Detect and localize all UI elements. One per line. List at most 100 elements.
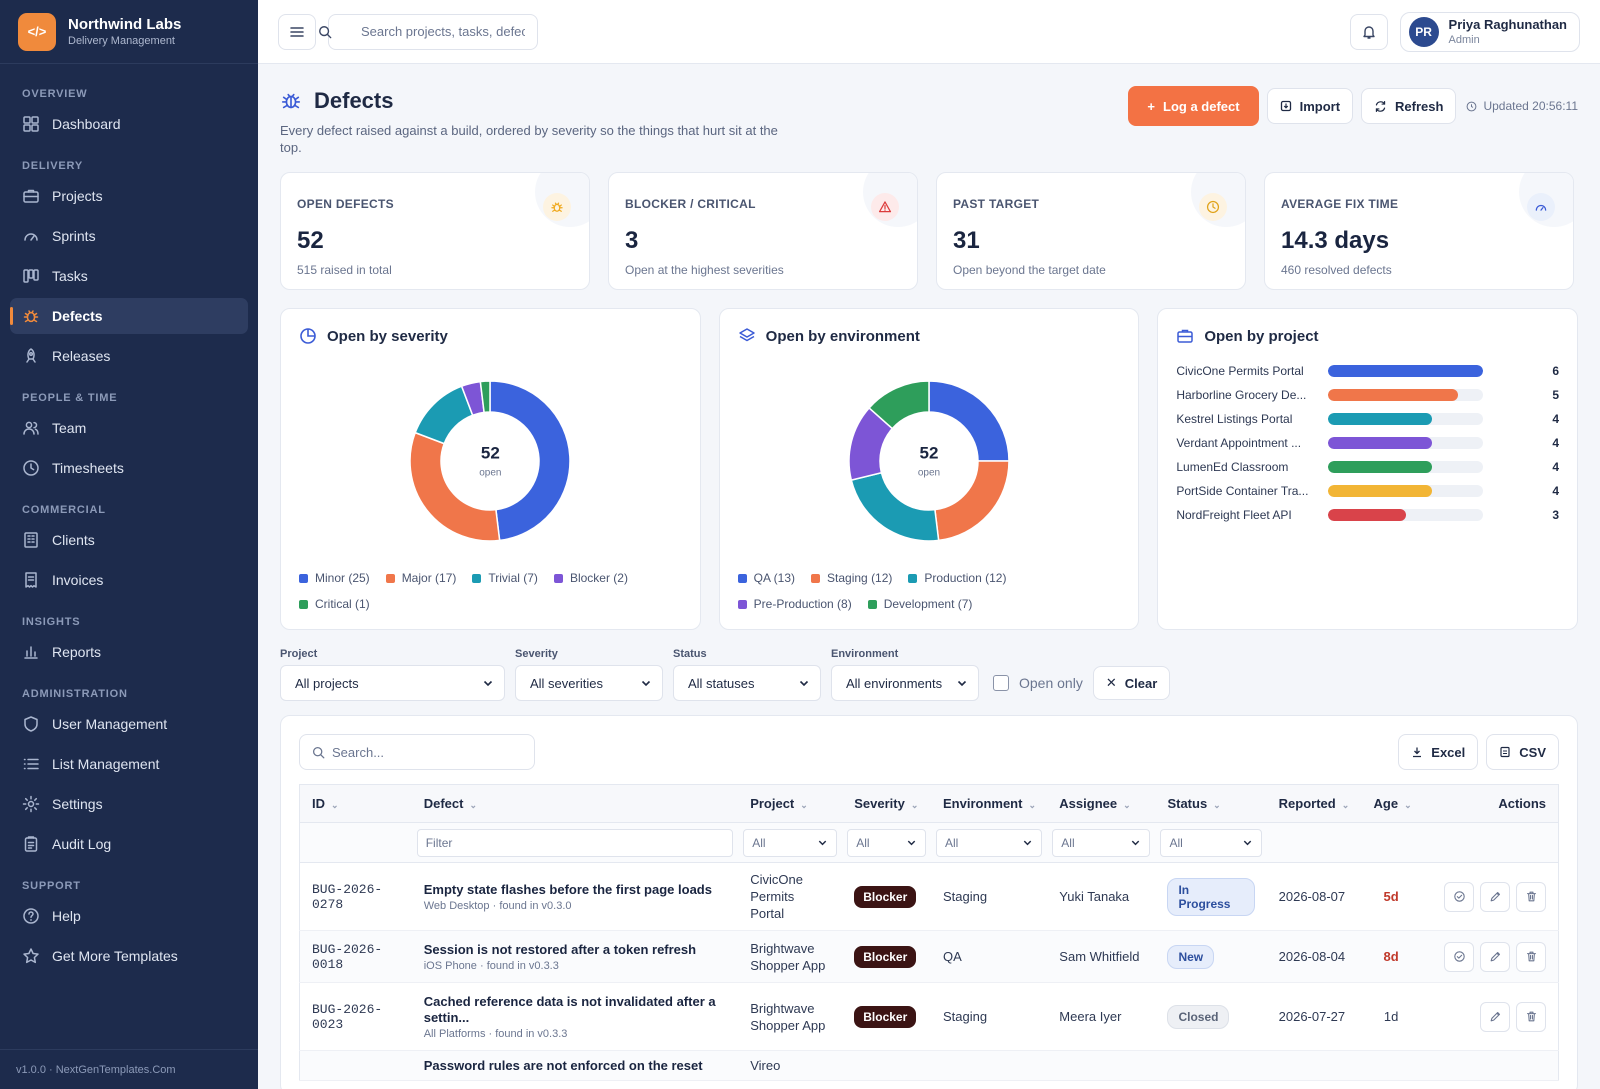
column-header-actions[interactable]: Actions — [1420, 784, 1559, 823]
legend-item[interactable]: Pre-Production (8) — [737, 597, 852, 611]
resolve-button[interactable] — [1444, 881, 1474, 912]
sidebar-item-projects[interactable]: Projects — [10, 178, 248, 214]
delete-button[interactable] — [1516, 881, 1546, 912]
clock-icon — [23, 460, 39, 476]
sidebar-item-get-more-templates[interactable]: Get More Templates — [10, 938, 248, 974]
column-header-assignee[interactable]: Assignee ⌄ — [1047, 784, 1156, 823]
sidebar-item-defects[interactable]: Defects — [10, 298, 248, 334]
table-row[interactable]: BUG-2026-0018 Session is not restored aft… — [299, 930, 1559, 983]
column-filter-select[interactable]: All — [847, 828, 926, 857]
project-bar[interactable] — [1328, 413, 1432, 425]
sidebar-item-list-management[interactable]: List Management — [10, 746, 248, 782]
brand[interactable]: </> Northwind Labs Delivery Management — [0, 0, 258, 64]
sidebar-item-help[interactable]: Help — [10, 898, 248, 934]
cell-id: BUG-2026-0023 — [299, 982, 412, 1051]
legend-swatch — [299, 599, 308, 609]
open-only-checkbox[interactable] — [993, 675, 1009, 691]
column-header-project[interactable]: Project ⌄ — [738, 784, 843, 823]
open-only-toggle[interactable]: Open only — [993, 665, 1083, 701]
project-filter-select[interactable]: All projects — [280, 665, 505, 701]
donut-slice-development[interactable] — [868, 380, 930, 430]
project-bar[interactable] — [1328, 461, 1432, 473]
filter-cell-age — [1361, 822, 1421, 863]
legend-item[interactable]: Major (17) — [385, 571, 456, 585]
sidebar-item-user-management[interactable]: User Management — [10, 706, 248, 742]
column-header-environment[interactable]: Environment ⌄ — [931, 784, 1048, 823]
defect-title[interactable]: Password rules are not enforced on the r… — [423, 1057, 703, 1073]
sidebar-item-settings[interactable]: Settings — [10, 786, 248, 822]
column-header-age[interactable]: Age ⌄ — [1361, 784, 1421, 823]
table-row[interactable]: BUG-2026-0278 Empty state flashes before … — [299, 862, 1559, 931]
donut-slice-critical[interactable] — [479, 380, 492, 414]
legend-item[interactable]: Minor (25) — [299, 571, 370, 585]
delete-button[interactable] — [1516, 941, 1546, 972]
column-header-reported[interactable]: Reported ⌄ — [1266, 784, 1362, 823]
sidebar-item-team[interactable]: Team — [10, 410, 248, 446]
sidebar-item-reports[interactable]: Reports — [10, 634, 248, 670]
layers-icon — [738, 328, 755, 342]
column-filter-select[interactable]: All — [743, 828, 838, 857]
donut-slice-minor[interactable] — [489, 380, 572, 542]
project-bar[interactable] — [1328, 389, 1458, 401]
defect-title[interactable]: Cached reference data is not invalidated… — [423, 993, 716, 1025]
sidebar-item-sprints[interactable]: Sprints — [10, 218, 248, 254]
project-bar[interactable] — [1328, 485, 1432, 497]
log-defect-button[interactable]: + Log a defect — [1128, 86, 1259, 126]
menu-toggle-button[interactable] — [278, 13, 316, 50]
column-header-severity[interactable]: Severity ⌄ — [842, 784, 931, 823]
sidebar-item-audit-log[interactable]: Audit Log — [10, 826, 248, 862]
edit-button[interactable] — [1480, 881, 1510, 912]
defect-filter-input[interactable]: Filter — [416, 828, 734, 857]
column-filter-select[interactable]: All — [936, 828, 1043, 857]
legend-item[interactable]: Trivial (7) — [472, 571, 538, 585]
donut-slice-trivial[interactable] — [414, 385, 474, 445]
project-bar[interactable] — [1328, 509, 1406, 521]
legend-item[interactable]: Critical (1) — [299, 597, 370, 611]
table-row[interactable]: BUG-2026-0023 Cached reference data is no… — [299, 982, 1559, 1051]
defect-title[interactable]: Empty state flashes before the first pag… — [423, 881, 712, 897]
export-csv-button[interactable]: CSV — [1486, 734, 1559, 770]
sidebar-item-timesheets[interactable]: Timesheets — [10, 450, 248, 486]
resolve-button[interactable] — [1444, 941, 1474, 972]
column-header-defect[interactable]: Defect ⌄ — [411, 784, 739, 823]
severity-filter-select[interactable]: All severities — [515, 665, 663, 701]
legend-item[interactable]: Production (12) — [908, 571, 1006, 585]
page-description: Every defect raised against a build, ord… — [280, 123, 778, 155]
delete-button[interactable] — [1516, 1001, 1546, 1032]
legend-item[interactable]: QA (13) — [737, 571, 795, 585]
edit-button[interactable] — [1480, 941, 1510, 972]
donut-slice-major[interactable] — [409, 431, 501, 542]
export-excel-button[interactable]: Excel — [1398, 734, 1479, 770]
edit-button[interactable] — [1480, 1001, 1510, 1032]
sidebar-item-clients[interactable]: Clients — [10, 522, 248, 558]
status-filter-select[interactable]: All statuses — [673, 665, 821, 701]
donut-slice-staging[interactable] — [934, 460, 1010, 542]
import-button[interactable]: Import — [1266, 88, 1354, 124]
global-search-input[interactable] — [328, 13, 538, 50]
column-header-label: Assignee — [1059, 796, 1118, 811]
sidebar-item-invoices[interactable]: Invoices — [10, 562, 248, 598]
column-filter-select[interactable]: All — [1052, 828, 1151, 857]
column-header-id[interactable]: ID ⌄ — [299, 784, 412, 823]
column-filter-select[interactable]: All — [1160, 828, 1262, 857]
project-bar[interactable] — [1328, 437, 1432, 449]
sidebar-item-dashboard[interactable]: Dashboard — [10, 106, 248, 142]
row-actions — [1433, 941, 1546, 972]
notifications-button[interactable] — [1349, 13, 1388, 50]
clear-filters-button[interactable]: ✕ Clear — [1092, 666, 1171, 700]
donut-slice-production[interactable] — [850, 471, 940, 542]
legend-item[interactable]: Staging (12) — [811, 571, 892, 585]
legend-item[interactable]: Development (7) — [867, 597, 972, 611]
column-header-status[interactable]: Status ⌄ — [1155, 784, 1267, 823]
defect-title[interactable]: Session is not restored after a token re… — [423, 941, 697, 957]
sidebar-item-tasks[interactable]: Tasks — [10, 258, 248, 294]
legend-item[interactable]: Blocker (2) — [553, 571, 628, 585]
table-row[interactable]: Password rules are not enforced on the r… — [299, 1050, 1559, 1081]
sidebar-item-releases[interactable]: Releases — [10, 338, 248, 374]
table-search[interactable]: Search... — [299, 734, 535, 770]
project-bar[interactable] — [1328, 365, 1484, 377]
user-menu[interactable]: PR Priya Raghunathan Admin — [1399, 11, 1580, 52]
refresh-button[interactable]: Refresh — [1361, 88, 1457, 124]
donut-slice-qa[interactable] — [928, 380, 1010, 462]
environment-filter-select[interactable]: All environments — [831, 665, 979, 701]
